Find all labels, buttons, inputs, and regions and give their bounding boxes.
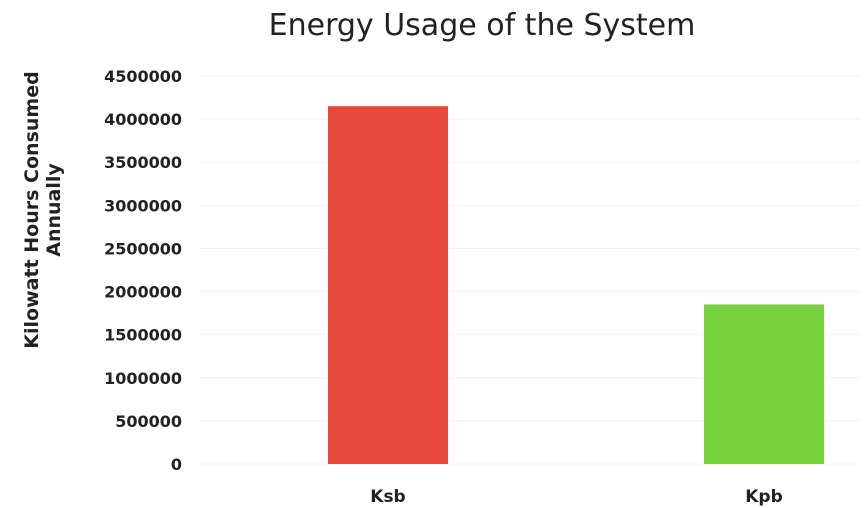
y-axis-label: Kilowatt Hours Consumed Annually xyxy=(21,71,65,348)
x-category-label: Kpb xyxy=(745,487,783,507)
y-axis-label-line-2: Annually xyxy=(43,163,65,257)
x-category-label: Ksb xyxy=(370,487,405,507)
y-tick-label: 3000000 xyxy=(104,196,182,215)
y-tick-label: 2000000 xyxy=(104,283,182,302)
y-tick-label: 4000000 xyxy=(104,110,182,129)
y-tick-label: 0 xyxy=(171,455,182,474)
y-tick-label: 1000000 xyxy=(104,369,182,388)
y-tick-label: 4500000 xyxy=(104,67,182,86)
x-axis-categories: Ksb Kpb xyxy=(370,487,782,507)
y-tick-label: 1500000 xyxy=(104,326,182,345)
y-tick-label: 500000 xyxy=(115,412,182,431)
y-axis-label-line-1: Kilowatt Hours Consumed xyxy=(21,71,43,348)
bar-kpb xyxy=(704,304,824,464)
y-tick-label: 3500000 xyxy=(104,153,182,172)
chart-title: Energy Usage of the System xyxy=(269,8,696,43)
y-tick-label: 2500000 xyxy=(104,239,182,258)
grid-lines xyxy=(200,75,860,465)
bar-ksb xyxy=(328,106,448,464)
bars xyxy=(328,106,824,464)
y-axis-ticks: 0 500000 1000000 1500000 2000000 2500000 30000… xyxy=(104,67,182,474)
